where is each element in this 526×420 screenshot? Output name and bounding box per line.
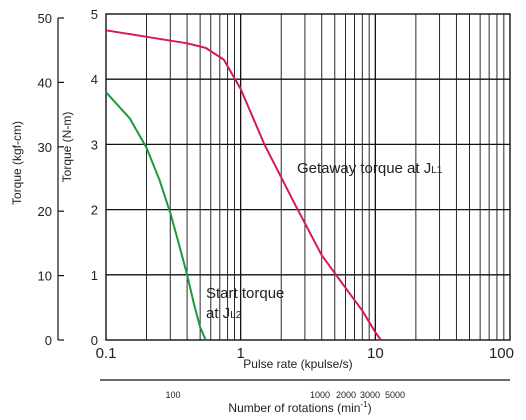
inner-y-tick-label: 3	[91, 137, 98, 152]
inner-y-tick-label: 2	[91, 203, 98, 218]
x-axis-title: Pulse rate (kpulse/s)	[243, 357, 352, 371]
outer-y-tick-label: 0	[45, 333, 52, 348]
outer-y-tick-label: 40	[38, 75, 52, 90]
chart-series	[105, 29, 382, 341]
getaway-torque-line	[105, 29, 382, 341]
start-torque-line	[105, 91, 207, 341]
inner-y-tick-label: 5	[91, 7, 98, 22]
outer-y-tick-label: 20	[38, 204, 52, 219]
rotations-tick-label: 3000	[360, 390, 380, 400]
x-tick-label: 100	[489, 345, 514, 362]
rotations-tick-label: 5000	[385, 390, 405, 400]
outer-y-tick-label: 50	[38, 11, 52, 26]
chart-axes	[57, 13, 511, 381]
rotations-axis-title: Number of rotations (min-1)	[228, 400, 371, 415]
inner-y-tick-label: 1	[91, 268, 98, 283]
outer-y-tick-label: 10	[38, 269, 52, 284]
outer-y-axis-title: Torque (kgf-cm)	[10, 121, 24, 205]
getaway-torque-label: Getaway torque at JL1	[297, 160, 443, 177]
start-torque-label: Start torque	[206, 285, 284, 302]
x-tick-label: 10	[367, 345, 384, 362]
rotations-tick-label: 100	[165, 390, 180, 400]
x-tick-label: 0.1	[96, 345, 117, 362]
x-tick-label: 1	[236, 345, 244, 362]
rotations-tick-label: 1000	[310, 390, 330, 400]
rotations-tick-label: 2000	[336, 390, 356, 400]
inner-y-tick-label: 4	[91, 72, 98, 87]
inner-y-axis-title: Torque (N-m)	[60, 112, 74, 183]
chart-grid	[106, 14, 510, 340]
plot-frame	[105, 13, 511, 341]
chart-labels: 0 10 20 30 40 50 0 1 2 3 4 5 0.1 1 10 100 Pulse rate (kp…	[10, 7, 514, 415]
start-torque-label-line2: at JL2	[206, 305, 242, 322]
outer-y-tick-label: 30	[38, 140, 52, 155]
inner-y-tick-label: 0	[91, 333, 98, 348]
